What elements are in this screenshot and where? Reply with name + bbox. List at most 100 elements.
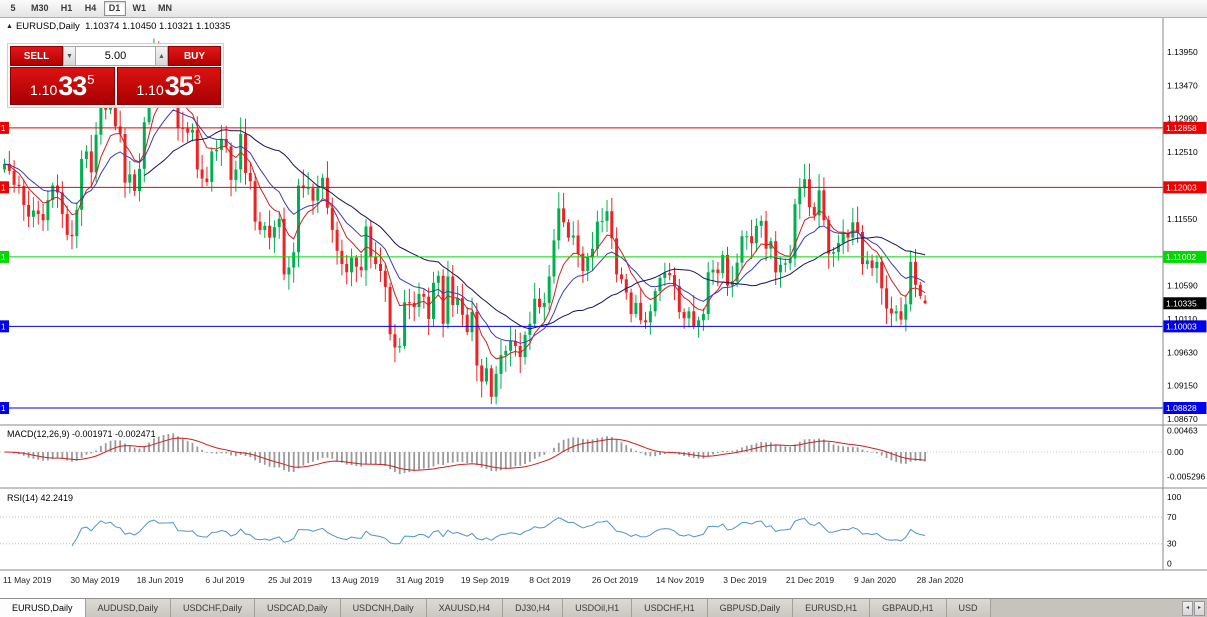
chevron-up-icon: ▲ [158,52,165,60]
svg-text:31 Aug 2019: 31 Aug 2019 [396,575,444,585]
chart-tab-usdcad-daily[interactable]: USDCAD,Daily [255,599,341,617]
svg-text:1.13950: 1.13950 [1167,47,1198,57]
timeframe-button-m30[interactable]: M30 [26,1,54,16]
tabs-scroll-right-button[interactable]: ▸ [1194,600,1205,616]
svg-text:1.10590: 1.10590 [1167,281,1198,291]
svg-text:30: 30 [1167,539,1177,549]
chart-tab-usdoil-h1[interactable]: USDOil,H1 [563,599,633,617]
svg-text:1: 1 [1,322,6,331]
buy-button[interactable]: BUY [168,46,221,66]
svg-text:70: 70 [1167,512,1177,522]
svg-text:1: 1 [1,404,6,413]
svg-text:100: 100 [1167,492,1181,502]
svg-text:1.12990: 1.12990 [1167,114,1198,124]
horizontal-lines-layer: 1 1.12858 1 1.12003 1 1.11002 1 1.10003 1 1.08828 [0,121,1207,415]
chart-symbol-period: EURUSD,Daily [15,21,80,32]
chart-tab-eurusd-h1[interactable]: EURUSD,H1 [793,599,871,617]
chart-tab-usdchf-h1[interactable]: USDCHF,H1 [632,599,708,617]
one-click-trading-panel: SELL ▼ ▲ BUY 1.10335 1.10353 [7,43,224,108]
timeframe-button-h4[interactable]: H4 [80,1,102,16]
svg-text:9 Jan 2020: 9 Jan 2020 [854,575,896,585]
svg-text:RSI(14) 42.2419: RSI(14) 42.2419 [7,493,73,503]
svg-text:13 Aug 2019: 13 Aug 2019 [331,575,379,585]
chart-ohlc-values: 1.10374 1.10450 1.10321 1.10335 [85,21,231,32]
svg-text:0.00: 0.00 [1167,447,1184,457]
chart-tab-usd[interactable]: USD [946,599,991,617]
svg-text:8 Oct 2019: 8 Oct 2019 [529,575,571,585]
trade-prices-row: 1.10335 1.10353 [10,67,221,105]
svg-text:11 May 2019: 11 May 2019 [3,575,52,585]
moving-averages-layer [4,85,926,360]
price-chart-canvas[interactable]: 1 1.12858 1 1.12003 1 1.11002 1 1.10003 1 1.08828… [0,18,1207,598]
chart-tab-usdchf-daily[interactable]: USDCHF,Daily [171,599,256,617]
timeframe-button-mn[interactable]: MN [153,1,177,16]
buy-price-display[interactable]: 1.10353 [116,67,221,105]
chart-tab-eurusd-daily[interactable]: EURUSD,Daily [0,599,86,617]
chart-direction-icon: ▲ [6,23,13,30]
tabs-scroll-left-button[interactable]: ◂ [1182,600,1193,616]
pane-dividers [0,18,1207,571]
macd-pane: 0.00463 0.00 -0.005296 MACD(12,26,9) -0.001… [0,426,1206,482]
svg-text:25 Jul 2019: 25 Jul 2019 [268,575,312,585]
svg-text:3 Dec 2019: 3 Dec 2019 [723,575,767,585]
timeframe-button-5[interactable]: 5 [2,1,24,16]
svg-text:19 Sep 2019: 19 Sep 2019 [461,575,509,585]
svg-text:1.09630: 1.09630 [1167,347,1198,357]
chart-tab-dj30-h4[interactable]: DJ30,H4 [503,599,564,617]
chart-tabs-bar: EURUSD,Daily AUDUSD,Daily USDCHF,Daily USDC… [0,598,1207,617]
volume-decrease-button[interactable]: ▼ [63,46,76,66]
timeframe-toolbar: 5 M30 H1 H4 D1 W1 MN [0,0,1207,18]
svg-text:1.10110: 1.10110 [1167,314,1197,324]
chart-window: 1 1.12858 1 1.12003 1 1.11002 1 1.10003 1 1.08828… [0,18,1207,598]
trade-controls-row: SELL ▼ ▲ BUY [10,46,221,66]
svg-text:1.12510: 1.12510 [1167,147,1198,157]
svg-text:1.12003: 1.12003 [1166,182,1197,192]
sell-price-display[interactable]: 1.10335 [10,67,115,105]
svg-text:1.11002: 1.11002 [1166,252,1196,262]
price-axis: 1.13950 1.13470 1.12990 1.12510 1.11550 1.105… [1163,47,1207,424]
buy-price-value: 1.10353 [136,70,202,101]
volume-increase-button[interactable]: ▲ [155,46,168,66]
svg-text:1.10003: 1.10003 [1166,321,1197,331]
svg-text:-0.005296: -0.005296 [1167,472,1206,482]
sell-price-value: 1.10335 [29,70,95,101]
timeframe-button-w1[interactable]: W1 [128,1,152,16]
svg-text:14 Nov 2019: 14 Nov 2019 [656,575,704,585]
svg-text:6 Jul 2019: 6 Jul 2019 [205,575,244,585]
svg-text:18 Jun 2019: 18 Jun 2019 [137,575,184,585]
sell-button[interactable]: SELL [10,46,63,66]
svg-text:26 Oct 2019: 26 Oct 2019 [592,575,639,585]
svg-text:28 Jan 2020: 28 Jan 2020 [917,575,964,585]
svg-text:1.08670: 1.08670 [1167,414,1198,424]
svg-text:1: 1 [1,183,6,192]
chart-tab-gbpusd-daily[interactable]: GBPUSD,Daily [707,599,794,617]
chart-tab-gbpaud-h1[interactable]: GBPAUD,H1 [870,599,947,617]
rsi-pane: 100 70 30 0 RSI(14) 42.2419 [0,492,1181,569]
svg-text:30 May 2019: 30 May 2019 [70,575,119,585]
chart-title: ▲ EURUSD,Daily 1.10374 1.10450 1.10321 1.… [6,21,230,32]
svg-text:1.11550: 1.11550 [1167,214,1197,224]
chart-tab-xauusd-h4[interactable]: XAUUSD,H4 [426,599,504,617]
svg-text:1.09150: 1.09150 [1167,381,1198,391]
chart-tab-usdcnh-daily[interactable]: USDCNH,Daily [340,599,427,617]
svg-text:MACD(12,26,9) -0.001971 -0.002: MACD(12,26,9) -0.001971 -0.002471 [7,429,156,439]
chevron-down-icon: ▼ [66,52,73,60]
svg-text:21 Dec 2019: 21 Dec 2019 [786,575,834,585]
svg-text:1.12858: 1.12858 [1166,123,1197,133]
timeframe-button-d1[interactable]: D1 [103,1,126,16]
svg-text:1.10335: 1.10335 [1166,298,1197,308]
svg-text:0: 0 [1167,559,1172,569]
chart-tab-audusd-daily[interactable]: AUDUSD,Daily [85,599,172,617]
svg-text:1.08828: 1.08828 [1166,403,1197,413]
tabs-scroll-controls: ◂ ▸ [1179,599,1207,617]
candles-layer [3,38,927,405]
svg-text:1: 1 [1,124,6,133]
chart-tabs-list: EURUSD,Daily AUDUSD,Daily USDCHF,Daily USDC… [0,599,1207,617]
svg-text:1: 1 [1,253,6,262]
svg-text:0.00463: 0.00463 [1167,426,1198,436]
svg-text:1.13470: 1.13470 [1167,80,1198,90]
timeframe-button-h1[interactable]: H1 [56,1,78,16]
volume-input[interactable] [76,46,155,66]
date-axis: 11 May 2019 30 May 2019 18 Jun 2019 6 Jul 2… [3,575,964,585]
